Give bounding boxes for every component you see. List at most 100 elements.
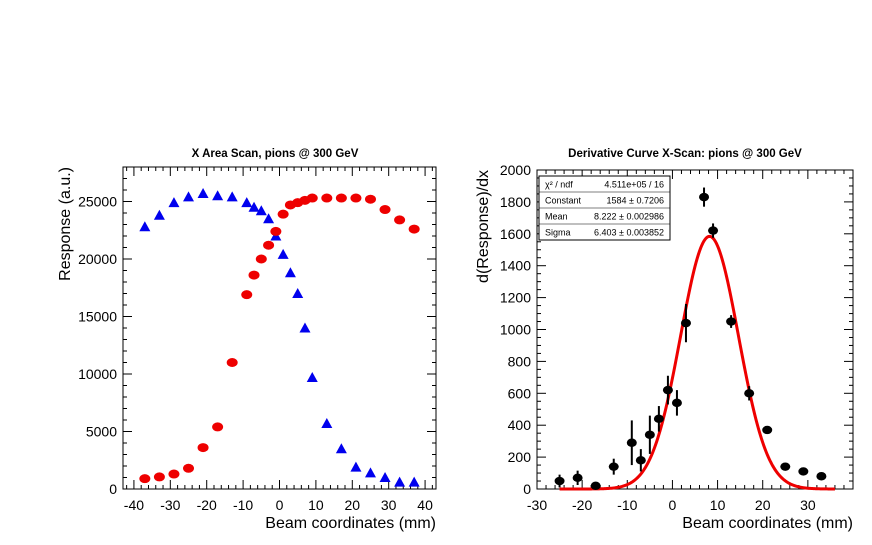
left-chart-title: X Area Scan, pions @ 300 GeV [192,148,359,160]
left-x-tick-label: 10 [308,497,324,513]
left-x-tick-label: -20 [197,497,217,513]
right-x-tick-label: -30 [527,497,547,513]
fit-stat-value: 4.511e+05 / 16 [604,180,664,190]
red-circle-point [379,205,391,215]
red-circle-point [183,463,195,473]
red-circle-point [153,472,165,482]
data-point [554,476,565,486]
fit-stat-label: Sigma [545,228,571,238]
blue-triangle-point [350,461,362,472]
right-x-tick-label: -20 [572,497,592,513]
left-series-marks [139,187,420,487]
data-point [762,425,773,435]
fit-stat-label: Constant [545,196,582,206]
right-chart-title: Derivative Curve X-Scan: pions @ 300 GeV [568,148,802,160]
red-circle-point [306,193,318,203]
red-circle-point [350,193,362,203]
left-y-tick-label: 10000 [78,366,117,382]
blue-triangle-point [335,443,347,454]
blue-triangle-point [241,197,253,208]
blue-triangle-point [379,472,391,482]
left-y-tick-label: 0 [109,481,117,497]
left-y-tick-label: 15000 [78,309,117,325]
left-x-tick-label: 30 [381,497,397,513]
left-panel: X Area Scan, pions @ 300 GeV -40 -30 -20 -1… [57,148,437,532]
data-point [635,456,646,465]
blue-triangle-point [284,267,296,278]
right-y-axis-title: d(Response)/dx [475,170,492,283]
right-y-tick-label: 200 [508,449,532,465]
data-point [653,414,664,424]
right-y-tick-label: 2000 [500,162,531,178]
right-panel: Derivative Curve X-Scan: pions @ 300 GeV… [475,148,854,532]
left-x-tick-label: 40 [417,497,433,513]
data-point [726,317,737,326]
blue-triangle-point [299,322,311,333]
fit-stat-value: 8.222 ± 0.002986 [594,212,664,222]
left-x-tick-label: 0 [276,497,284,513]
blue-triangle-point [183,191,195,202]
blue-triangle-point [321,417,333,428]
blue-triangle-point [153,209,165,220]
left-y-tick-labels: 0 5000 10000 15000 20000 25000 [78,194,117,498]
data-point [680,318,691,328]
data-point [708,226,719,235]
red-circle-point [270,226,282,236]
right-x-tick-labels: -30 -20 -10 0 10 20 30 [527,497,816,513]
blue-triangle-point [408,476,420,487]
fit-stats-rows: χ² / ndf 4.511e+05 / 16 Constant 1584 ± 0.7… [539,180,670,238]
fit-stats-box: χ² / ndf 4.511e+05 / 16 Constant 1584 ± 0.7… [538,175,671,241]
fit-stat-label: χ² / ndf [545,180,573,190]
left-x-tick-label: -40 [124,497,144,513]
gaussian-fit-curve [559,234,835,491]
data-point [671,398,682,408]
left-x-axis-title: Beam coordinates (mm) [265,515,436,532]
blue-triangle-point [212,190,224,201]
right-y-tick-label: 1200 [500,290,531,306]
data-point [780,462,791,471]
left-x-tick-label: -30 [160,497,180,513]
red-circle-point [408,224,420,234]
right-x-tick-label: 10 [710,497,726,513]
right-y-tick-label: 1400 [500,258,531,274]
fit-stat-value: 1584 ± 0.7206 [607,196,665,206]
left-y-tick-label: 20000 [78,251,117,267]
left-ticks [123,167,436,490]
right-x-tick-label: 20 [755,497,771,513]
right-y-tick-label: 1600 [500,226,531,242]
blue-triangle-point [197,187,209,198]
blue-triangle-point [263,213,275,224]
blue-triangle-point [277,248,289,259]
red-circle-point [263,240,275,250]
left-y-tick-label: 25000 [78,194,117,210]
right-y-tick-label: 800 [508,353,532,369]
data-point [662,385,673,395]
data-point [798,467,809,476]
left-y-axis-title: Response (a.u.) [57,167,74,281]
data-point [644,430,655,439]
data-point [590,481,601,491]
data-point [816,472,827,481]
blue-triangle-point [226,191,238,202]
red-circle-point [394,215,406,225]
data-point [744,389,755,398]
blue-triangle-point [248,201,260,212]
right-x-tick-label: 0 [669,497,677,513]
red-circle-point [168,469,180,479]
blue-triangle-point [168,197,180,208]
data-point [626,438,637,447]
red-circle-point [212,422,224,432]
left-x-tick-labels: -40 -30 -20 -10 0 10 20 30 40 [124,497,433,513]
right-y-tick-label: 400 [508,417,532,433]
blue-triangle-point [306,371,318,382]
red-circle-point [364,194,376,204]
red-circle-point [277,209,289,219]
data-point [608,462,619,471]
right-y-tick-labels: 0 200 400 600 800 1000 1200 1400 1600 1800 2000 [500,162,531,497]
blue-triangle-point [292,288,304,298]
fit-stat-value: 6.403 ± 0.003852 [594,228,664,238]
red-circle-point [197,443,209,453]
right-x-tick-label: 30 [800,497,816,513]
right-x-tick-label: -10 [617,497,637,513]
